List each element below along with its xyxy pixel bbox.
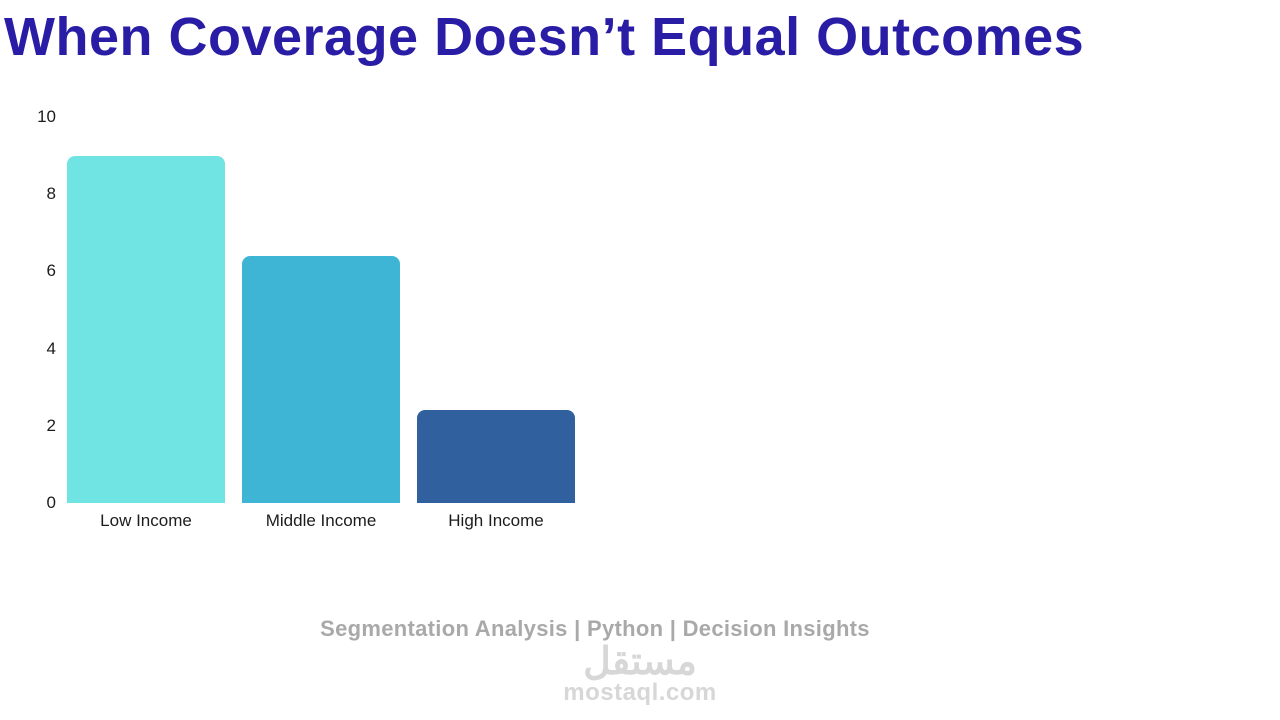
watermark-arabic: مستقل — [583, 641, 697, 683]
category-label: High Income — [448, 511, 544, 530]
bar-low-income — [67, 156, 225, 503]
caption: Segmentation Analysis | Python | Decisio… — [320, 616, 870, 641]
plot-area: Low Income Middle Income High Income — [66, 117, 578, 530]
y-tick-label: 2 — [46, 415, 56, 435]
category-label: Middle Income — [265, 511, 377, 530]
y-tick-label: 8 — [46, 184, 56, 204]
y-axis: 0 2 4 6 8 10 — [20, 107, 56, 512]
y-tick-label: 4 — [46, 338, 56, 358]
watermark-domain: mostaql.com — [563, 679, 717, 706]
y-tick-label: 0 — [46, 493, 56, 512]
bar-high-income — [417, 410, 575, 503]
y-tick-label: 10 — [37, 107, 56, 126]
y-tick-label: 6 — [46, 261, 56, 281]
bar-middle-income — [242, 256, 400, 503]
page-title: When Coverage Doesn’t Equal Outcomes — [4, 7, 1085, 67]
category-label: Low Income — [100, 511, 192, 530]
